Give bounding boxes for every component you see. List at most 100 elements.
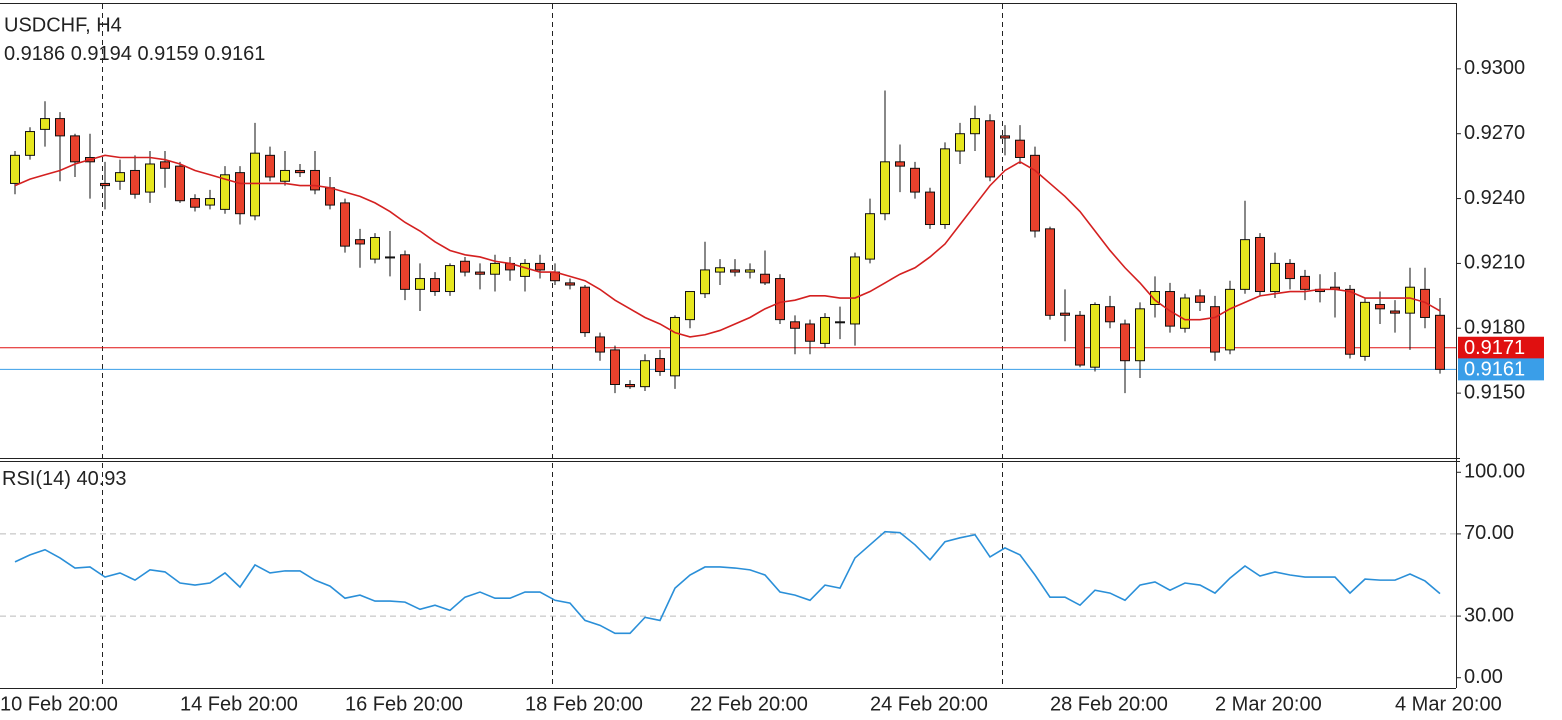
candle-body	[985, 120, 995, 178]
candle-body	[370, 236, 380, 260]
candle-body	[940, 148, 950, 226]
candle-body	[1240, 239, 1250, 290]
x-tick-label: 28 Feb 20:00	[1050, 693, 1168, 715]
candle-body	[970, 118, 980, 135]
candle-body	[580, 286, 590, 334]
candle-body	[1030, 154, 1040, 232]
high-value: 0.9194	[71, 43, 132, 65]
x-tick-label: 14 Feb 20:00	[180, 693, 298, 715]
candle-body	[790, 321, 800, 329]
candle-body	[955, 133, 965, 152]
candle-body	[865, 213, 875, 260]
candle-body	[835, 321, 845, 324]
x-tick-label: 4 Mar 20:00	[1395, 693, 1502, 715]
candle-body	[1000, 135, 1010, 139]
candle-body	[1150, 291, 1160, 306]
x-tick-label: 16 Feb 20:00	[345, 693, 463, 715]
symbol-title: USDCHF, H4	[4, 14, 122, 36]
candle-body	[400, 254, 410, 290]
candle-body	[1210, 306, 1220, 353]
candle-body	[1180, 297, 1190, 329]
candle-body	[805, 323, 815, 342]
candle-body	[1135, 308, 1145, 362]
candle-body	[880, 161, 890, 215]
candles	[10, 90, 1445, 394]
x-tick-label: 22 Feb 20:00	[690, 693, 808, 715]
candle-body	[265, 154, 275, 178]
candle-body	[1360, 301, 1370, 357]
candle-body	[1285, 262, 1295, 280]
candle-body	[160, 161, 170, 169]
candle-body	[1345, 288, 1355, 355]
candle-body	[25, 131, 35, 156]
period-separators	[102, 4, 1003, 688]
rsi-name: RSI(14)	[2, 468, 71, 490]
candle-body	[220, 174, 230, 210]
frame	[0, 3, 1460, 689]
candle-body	[310, 169, 320, 191]
candle-body	[1255, 236, 1265, 293]
x-tick-label: 24 Feb 20:00	[870, 693, 988, 715]
bid-tag-bg	[1458, 358, 1544, 381]
y-tick-label: 70.00	[1464, 522, 1514, 544]
open-value: 0.9186	[4, 43, 65, 65]
candle-body	[1300, 275, 1310, 290]
y-tick-label: 0.9270	[1464, 122, 1525, 144]
ask-tag-bg	[1458, 336, 1544, 359]
candle-body	[910, 167, 920, 193]
candle-body	[445, 265, 455, 293]
y-tick-label: 0.00	[1464, 666, 1503, 688]
candle-body	[205, 198, 215, 206]
candle-body	[520, 262, 530, 277]
candle-body	[655, 358, 665, 373]
y-tick-label: 30.00	[1464, 604, 1514, 626]
candle-body	[1120, 323, 1130, 362]
candle-body	[1195, 295, 1205, 303]
candle-body	[1165, 291, 1175, 327]
candle-body	[715, 267, 725, 273]
candle-body	[1270, 262, 1280, 293]
y-tick-label: 100.00	[1464, 461, 1525, 483]
candle-body	[475, 271, 485, 275]
candle-body	[430, 278, 440, 293]
candle-body	[760, 273, 770, 284]
candle-body	[925, 191, 935, 226]
moving-average	[14, 154, 1441, 338]
candle-body	[1075, 314, 1085, 366]
candle-body	[1015, 139, 1025, 158]
y-tick-label: 0.9150	[1464, 381, 1525, 403]
candle-body	[100, 182, 110, 187]
rsi-line	[14, 530, 1441, 635]
candle-body	[610, 349, 620, 385]
candle-body	[250, 152, 260, 217]
candle-body	[820, 316, 830, 344]
candle-body	[385, 256, 395, 259]
candle-body	[1435, 314, 1445, 370]
candle-body	[190, 198, 200, 208]
candle-body	[235, 172, 245, 215]
candle-body	[55, 118, 65, 137]
candle-body	[1090, 304, 1100, 368]
candle-body	[490, 262, 500, 275]
y-tick-label: 0.9240	[1464, 187, 1525, 209]
candle-body	[175, 165, 185, 202]
candle-body	[1045, 228, 1055, 316]
candle-body	[625, 383, 635, 388]
candle-body	[640, 360, 650, 388]
x-tick-label: 10 Feb 20:00	[0, 693, 118, 715]
candle-body	[595, 336, 605, 353]
candle-body	[685, 291, 695, 321]
rsi-value: 40.93	[76, 468, 126, 490]
candle-body	[745, 269, 755, 273]
candle-body	[1060, 312, 1070, 316]
candle-body	[700, 269, 710, 295]
candle-body	[415, 278, 425, 290]
candle-body	[355, 239, 365, 245]
candle-body	[1420, 288, 1430, 318]
candle-body	[1375, 304, 1385, 310]
candle-body	[1405, 286, 1415, 314]
bid-tag: 0.9161	[1464, 359, 1525, 381]
candle-body	[70, 135, 80, 163]
y-tick-label: 0.9300	[1464, 57, 1525, 79]
